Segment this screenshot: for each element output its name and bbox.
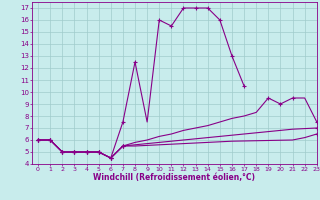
X-axis label: Windchill (Refroidissement éolien,°C): Windchill (Refroidissement éolien,°C) — [93, 173, 255, 182]
